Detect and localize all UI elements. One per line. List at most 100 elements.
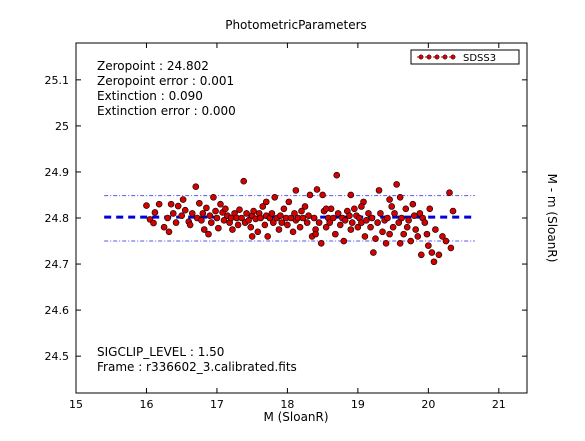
data-point: [199, 210, 207, 217]
data-point: [305, 212, 312, 219]
data-point: [192, 183, 200, 190]
data-point: [178, 212, 186, 219]
data-point: [257, 214, 264, 222]
data-point: [259, 203, 267, 210]
data-point: [270, 219, 277, 226]
data-point: [222, 205, 229, 213]
data-point: [262, 198, 270, 206]
data-point: [271, 193, 279, 201]
data-point: [264, 233, 271, 240]
legend-label-sdss3: SDSS3: [463, 53, 496, 64]
x-axis: 15 16 17 18 19 20 21: [69, 43, 506, 411]
data-point: [167, 200, 175, 208]
data-point: [303, 219, 311, 226]
y-tick-label: 24.7: [45, 258, 70, 271]
data-point: [238, 214, 245, 222]
data-point: [449, 207, 457, 215]
data-point: [417, 251, 425, 259]
y-tick-label: 25: [55, 120, 69, 133]
data-point: [174, 202, 182, 210]
legend: SDSS3: [410, 49, 520, 65]
legend-dot: [434, 54, 440, 60]
data-point: [245, 217, 252, 224]
legend-dot: [442, 54, 448, 60]
data-point: [188, 210, 196, 217]
data-point: [285, 198, 293, 206]
data-point: [386, 196, 393, 203]
data-point: [410, 212, 418, 219]
x-tick-label: 20: [421, 398, 435, 411]
data-point: [332, 230, 339, 238]
annotation-zeropoint-error: Zeropoint error : 0.001: [97, 74, 234, 88]
data-point: [358, 203, 365, 210]
legend-dot: [450, 54, 456, 60]
data-point: [164, 214, 171, 222]
data-point: [346, 212, 353, 219]
data-point: [361, 233, 369, 240]
data-point: [365, 210, 372, 217]
data-point: [292, 187, 300, 194]
x-axis-label: M (SloanR): [263, 410, 328, 424]
data-point: [217, 200, 224, 208]
data-point: [236, 206, 243, 214]
data-point: [275, 226, 283, 233]
data-point: [430, 258, 438, 266]
data-point: [298, 207, 305, 215]
annotation-sigclip-level: SIGCLIP_LEVEL : 1.50: [97, 345, 224, 359]
data-point: [421, 219, 429, 226]
data-point: [243, 210, 250, 217]
x-tick-label: 16: [139, 398, 153, 411]
chart-title: PhotometricParameters: [225, 18, 367, 32]
data-point: [310, 214, 318, 222]
data-point: [229, 226, 236, 233]
data-point: [280, 205, 288, 213]
annotation-zeropoint: Zeropoint : 24.802: [97, 59, 209, 73]
data-point: [402, 205, 410, 213]
x-tick-label: 18: [280, 398, 294, 411]
data-point: [261, 221, 269, 229]
data-point: [322, 223, 330, 231]
data-point: [155, 200, 163, 208]
data-point: [268, 210, 276, 217]
y-tick-label: 24.9: [45, 166, 70, 179]
data-point: [319, 191, 326, 199]
data-point: [407, 237, 415, 245]
data-point: [400, 230, 407, 238]
data-point: [254, 228, 262, 236]
data-point: [333, 171, 341, 179]
data-point: [160, 223, 168, 231]
data-point: [301, 203, 309, 210]
data-point: [240, 177, 248, 185]
data-point: [403, 223, 411, 231]
data-point: [215, 224, 222, 232]
data-point: [212, 207, 219, 215]
data-point: [291, 210, 298, 217]
data-point: [313, 186, 321, 193]
data-point: [446, 189, 453, 196]
data-point: [425, 242, 432, 249]
data-point: [143, 202, 150, 209]
data-point: [179, 196, 187, 203]
data-point: [312, 230, 319, 238]
data-point: [277, 212, 284, 219]
data-point: [396, 240, 404, 247]
data-point: [247, 223, 255, 231]
data-point: [384, 214, 391, 222]
data-point: [296, 223, 304, 231]
data-point: [317, 240, 325, 247]
data-point: [368, 214, 376, 222]
data-point: [423, 230, 431, 238]
data-point: [374, 219, 381, 226]
data-point: [326, 219, 333, 226]
data-point: [375, 187, 383, 194]
data-point: [198, 217, 205, 224]
x-tick-label: 21: [492, 398, 506, 411]
data-point: [248, 233, 256, 240]
data-point: [412, 226, 419, 233]
data-point: [169, 210, 177, 217]
data-point: [439, 233, 446, 240]
data-point: [200, 226, 208, 233]
y-tick-label: 24.6: [45, 304, 70, 317]
data-point: [210, 193, 217, 201]
